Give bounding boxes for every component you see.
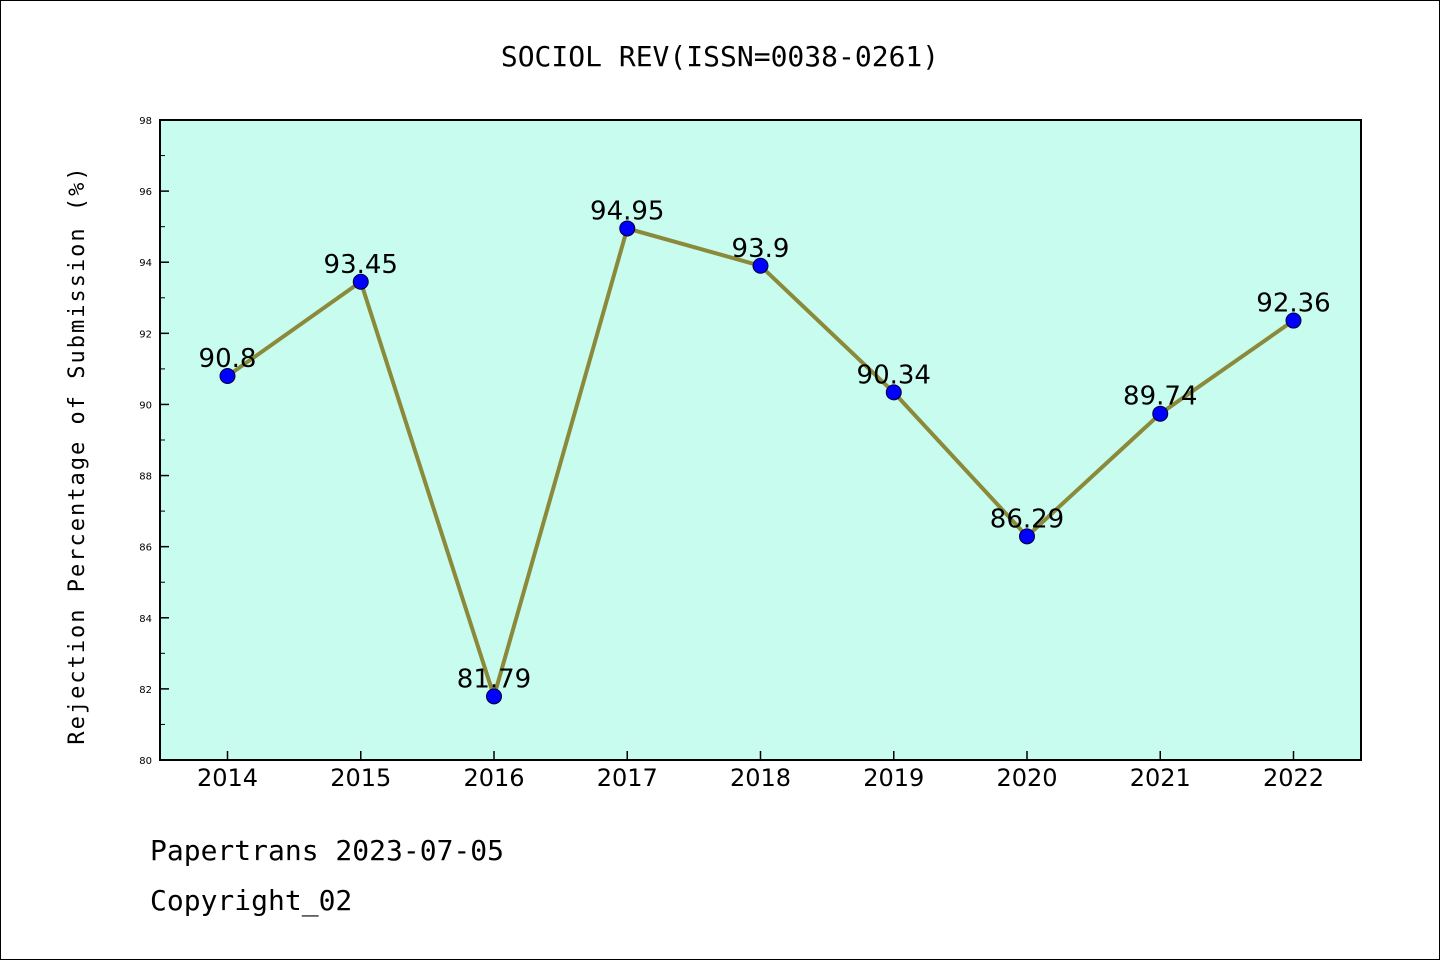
y-tick-label: 86: [139, 543, 152, 554]
series-layer: 90.893.4581.7994.9593.990.3486.2989.7492…: [199, 196, 1331, 705]
y-tick-label: 84: [139, 614, 152, 625]
chart-title: SOCIOL REV(ISSN=0038-0261): [501, 40, 939, 73]
plot-border: [159, 119, 1362, 761]
data-point: [352, 273, 369, 290]
x-tick-label: 2022: [1263, 764, 1324, 792]
y-tick-label: 98: [139, 116, 152, 127]
footer-copyright-text: Copyright_02: [150, 884, 353, 917]
x-tick-label: 2015: [330, 764, 391, 792]
data-point: [885, 384, 902, 401]
plot-area: [160, 120, 1361, 760]
y-tick-label: 96: [139, 187, 152, 198]
data-point: [486, 688, 502, 705]
y-tick-label: 80: [139, 756, 152, 767]
x-axis: 2014 2015 2016 2017 2018 2019 2020 2021 2022: [197, 751, 1324, 792]
data-point: [1019, 528, 1035, 545]
x-tick-label: 2020: [996, 764, 1057, 792]
footer-date-text: Papertrans 2023-07-05: [150, 834, 505, 867]
x-tick-label: 2017: [597, 764, 658, 792]
data-point: [1152, 405, 1169, 422]
x-tick-label: 2021: [1130, 764, 1191, 792]
x-tick-label: 2018: [730, 764, 791, 792]
data-point: [619, 220, 636, 237]
data-point: [752, 257, 769, 274]
data-point: [1285, 312, 1302, 329]
y-tick-label: 90: [139, 400, 152, 411]
y-tick-label: 94: [139, 258, 152, 269]
y-tick-label: 88: [139, 472, 152, 483]
x-tick-label: 2016: [463, 764, 524, 792]
x-tick-label: 2019: [863, 764, 924, 792]
data-point: [219, 368, 236, 384]
x-tick-label: 2014: [197, 764, 258, 792]
y-tick-label: 92: [139, 329, 152, 340]
y-axis-label: Rejection Percentage of Submission (%): [65, 165, 90, 744]
y-tick-label: 82: [139, 685, 152, 696]
